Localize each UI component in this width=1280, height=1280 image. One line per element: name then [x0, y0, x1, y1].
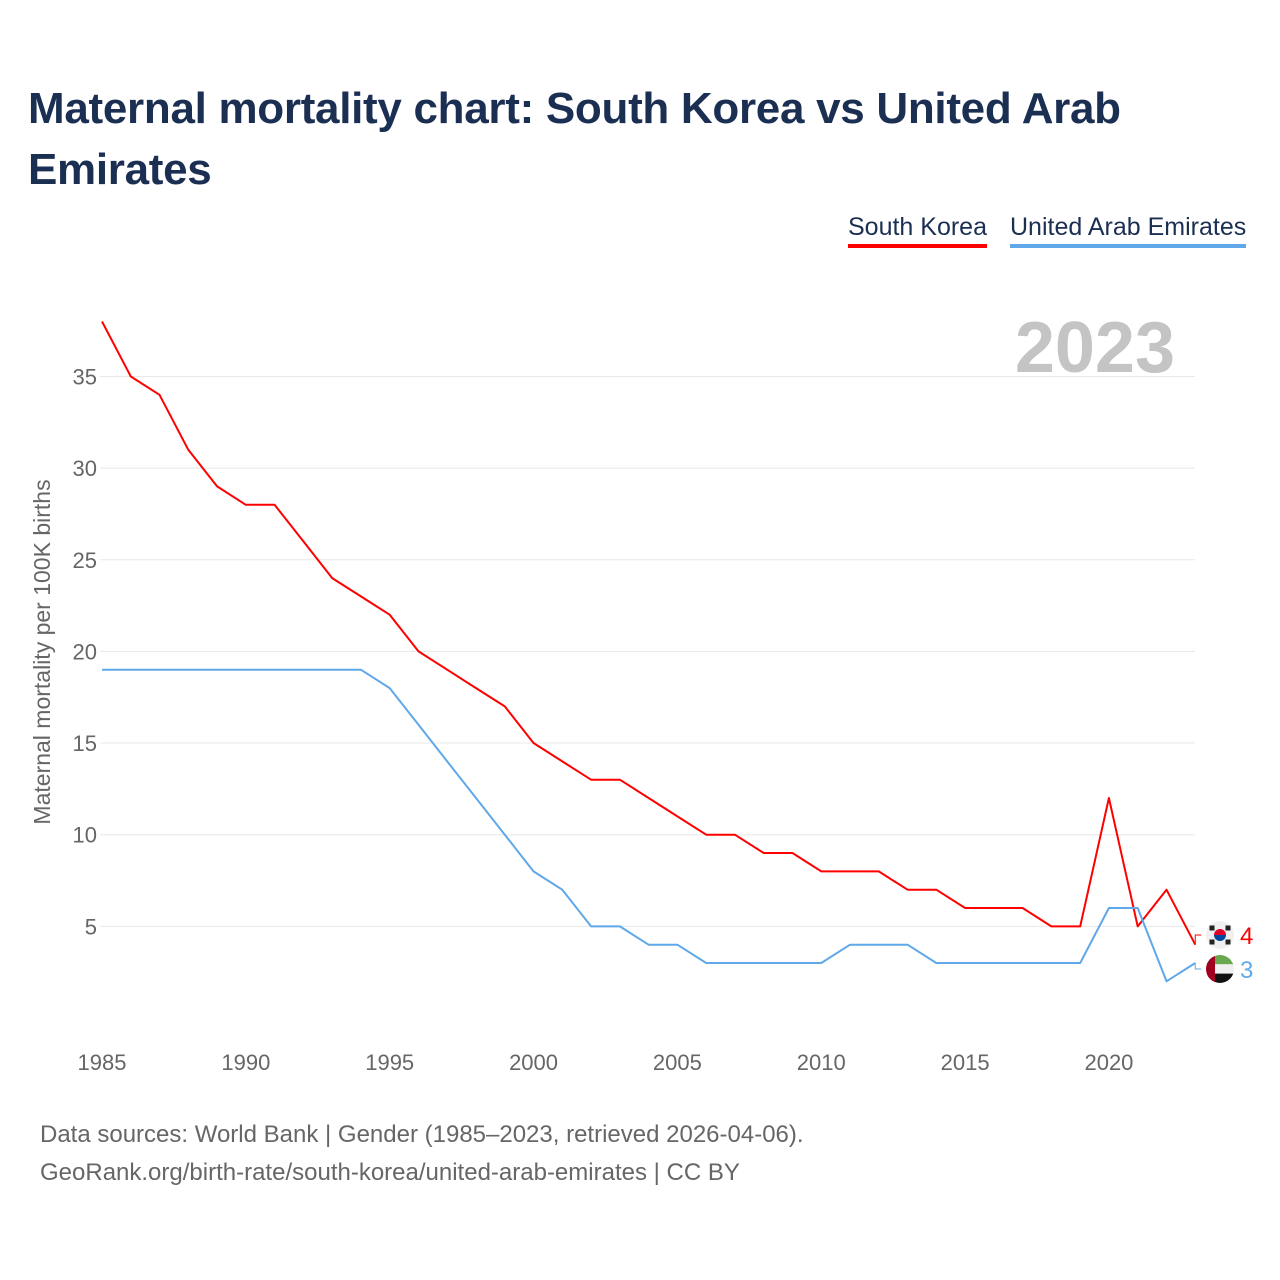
y-axis-label: Maternal mortality per 100K births [29, 479, 55, 824]
y-tick-label: 15 [73, 731, 97, 756]
end-connector [1194, 934, 1202, 945]
y-tick-label: 5 [85, 914, 97, 939]
footer: Data sources: World Bank | Gender (1985–… [40, 1116, 804, 1192]
y-tick-label: 25 [73, 548, 97, 573]
legend-south-korea[interactable]: South Korea [848, 213, 987, 248]
series-line-south-korea [101, 321, 1197, 946]
y-tick-label: 10 [73, 823, 97, 848]
source-url-text[interactable]: GeoRank.org/birth-rate/south-korea/unite… [40, 1159, 740, 1186]
x-tick-label: 1985 [78, 1050, 127, 1075]
y-tick-label: 35 [73, 364, 97, 389]
uae-flag-icon [1206, 955, 1234, 983]
y-tick-label: 20 [73, 639, 97, 664]
data-source-text: Data sources: World Bank | Gender (1985–… [40, 1121, 804, 1148]
x-tick-label: 2000 [509, 1050, 558, 1075]
x-tick-label: 1995 [365, 1050, 414, 1075]
end-value-label: 4 [1240, 923, 1253, 950]
end-connector [1194, 963, 1202, 970]
y-tick-label: 30 [73, 456, 97, 481]
end-value-label: 3 [1240, 957, 1253, 984]
x-tick-label: 1990 [221, 1050, 270, 1075]
x-tick-label: 2005 [653, 1050, 702, 1075]
x-tick-label: 2015 [941, 1050, 990, 1075]
series-line-united-arab-emirates [102, 668, 1196, 983]
x-tick-label: 2020 [1084, 1050, 1133, 1075]
x-tick-label: 2010 [797, 1050, 846, 1075]
south-korea-flag-icon [1206, 921, 1234, 949]
legend-united-arab-emirates[interactable]: United Arab Emirates [1010, 213, 1247, 248]
year-watermark: 2023 [1015, 308, 1175, 388]
chart-title: Maternal mortality chart: South Korea vs… [28, 84, 1121, 194]
